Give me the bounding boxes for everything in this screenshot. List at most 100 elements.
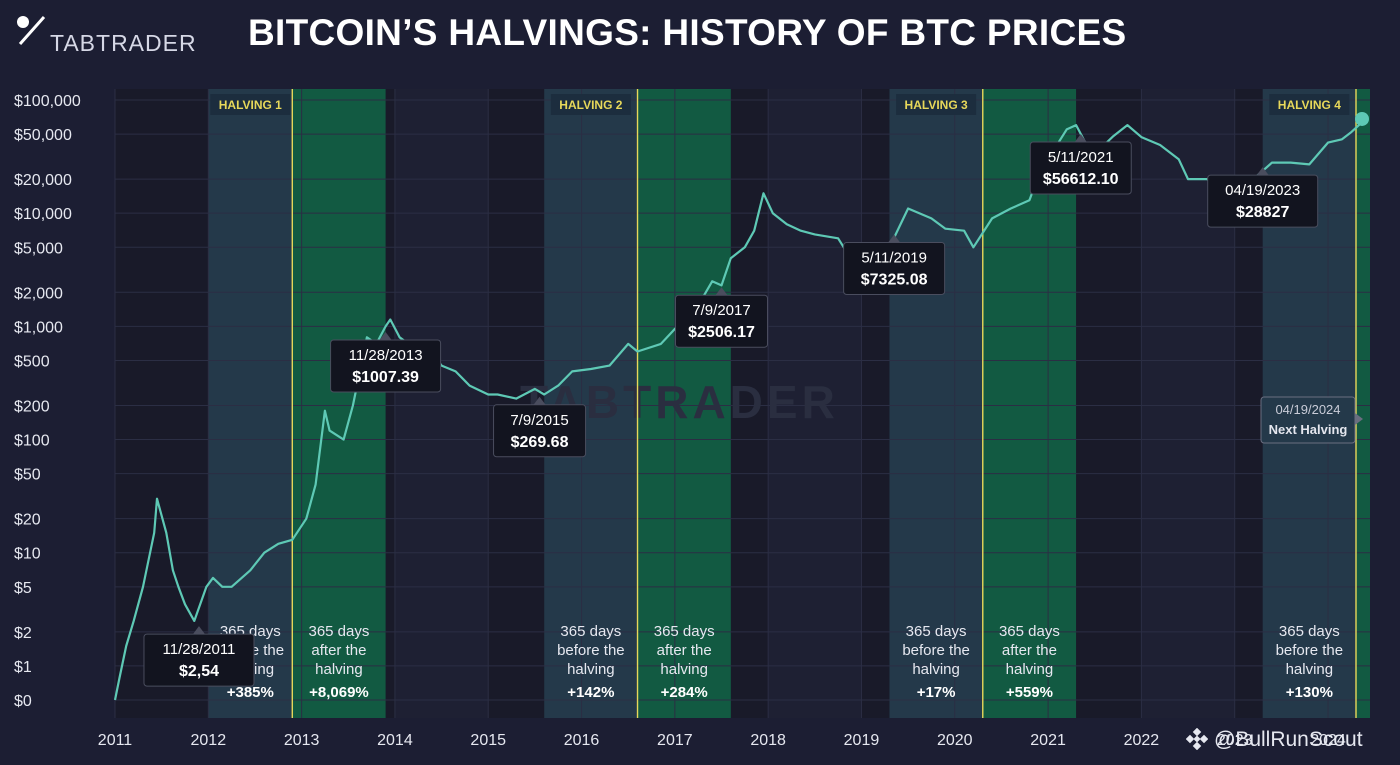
credit: @BullRunScout [1186,728,1363,751]
halving-label-box [210,94,291,115]
y-tick-label: $10 [14,546,41,563]
post-halving-text: after the [311,642,366,659]
y-tick-label: $50,000 [14,127,72,144]
callout-date: 04/19/2023 [1225,182,1300,199]
callout-box [1029,141,1132,195]
next-halving-pointer [1355,413,1364,425]
callout-box [143,633,255,687]
y-tick-label: $2 [14,625,32,642]
halving-label-box [896,94,977,115]
y-tick-label: $20 [14,512,41,529]
pre-halving-text: halving [912,661,960,678]
callout-date: 5/11/2021 [1048,149,1114,166]
price-callout: 5/11/2019 $7325.08 [843,234,946,295]
price-callout: 11/28/2011 $2,54 [143,626,255,687]
x-tick-label: 2019 [844,732,880,749]
x-tick-label: 2014 [377,732,413,749]
pre-halving-text: before the [557,642,625,659]
callout-box [330,339,442,393]
x-tick-label: 2024 [1310,732,1346,749]
y-tick-label: $0 [14,693,32,710]
post-halving-text: 365 days [654,623,715,640]
callout-date: 5/11/2019 [861,249,927,266]
callout-price: $1007.39 [352,369,419,386]
x-tick-label: 2013 [284,732,320,749]
halving-label-1: HALVING 1 [219,98,282,112]
next-halving-label: Next Halving [1269,422,1348,437]
current-price-dot [1355,111,1369,126]
halving-label-box [550,94,631,115]
pre-halving-text: 365 days [906,623,967,640]
tabtrader-logo: TABTRADER [14,14,196,56]
x-tick-label: 2020 [937,732,973,749]
callout-box [493,404,587,458]
year-column-shade [768,89,862,718]
callout-price: $2506.17 [688,324,755,341]
y-tick-label: $500 [14,353,50,370]
halving-label-2: HALVING 2 [559,98,622,112]
x-tick-label: 2018 [750,732,786,749]
price-callout: 11/28/2013 $1007.39 [330,332,442,393]
pre-halving-change: +385% [227,684,274,701]
post-halving-band-2 [637,89,731,718]
post-halving-change: +8,069% [309,684,369,701]
x-tick-label: 2017 [657,732,693,749]
callout-pointer [533,396,546,405]
price-callout: 7/9/2015 $269.68 [493,396,587,458]
pre-halving-text: halving [567,661,615,678]
pre-halving-change: +130% [1286,684,1333,701]
callout-pointer [1256,167,1269,176]
credit-handle: @BullRunScout [1214,728,1363,751]
callout-price: $28827 [1236,204,1289,221]
pre-halving-text: before the [1276,642,1344,659]
callout-price: $2,54 [179,663,219,680]
pre-halving-text: 365 days [1279,623,1340,640]
price-callout: 7/9/2017 $2506.17 [675,287,769,348]
post-halving-band-1 [292,89,386,718]
y-tick-label: $100 [14,433,50,450]
post-halving-text: 365 days [308,623,369,640]
y-tick-label: $100,000 [14,93,81,110]
post-halving-change: +559% [1006,684,1053,701]
pre-halving-text: halving [1286,661,1334,678]
callout-price: $269.68 [511,434,569,451]
callout-box [675,294,769,348]
halving-label-3: HALVING 3 [905,98,968,112]
post-halving-text: halving [1006,661,1054,678]
x-tick-label: 2022 [1124,732,1160,749]
pre-halving-band-2 [544,89,638,718]
callout-date: 11/28/2013 [349,347,423,364]
post-halving-band-4 [1356,89,1370,718]
post-halving-change: +284% [661,684,708,701]
callout-date: 11/28/2011 [163,641,236,658]
logo-icon [17,16,46,45]
pre-halving-text: before the [902,642,970,659]
post-halving-text: halving [315,661,363,678]
x-tick-label: 2021 [1030,732,1066,749]
pre-halving-change: +142% [567,684,614,701]
next-halving-date: 04/19/2024 [1275,402,1340,417]
callout-pointer [192,626,205,635]
callout-box [843,241,946,295]
x-tick-label: 2023 [1217,732,1253,749]
y-tick-label: $20,000 [14,172,72,189]
chart-title: BITCOIN’S HALVINGS: HISTORY OF BTC PRICE… [248,12,1127,53]
y-tick-label: $1 [14,659,32,676]
callout-pointer [888,234,901,243]
callout-pointer [379,332,392,341]
btc-price-line [113,118,1368,701]
y-tick-label: $10,000 [14,206,72,223]
post-halving-text: 365 days [999,623,1060,640]
y-tick-label: $5,000 [14,240,63,257]
pre-halving-change: +17% [917,684,956,701]
callout-box [1207,174,1319,228]
x-tick-label: 2011 [98,732,133,749]
x-tick-label: 2012 [191,732,227,749]
callout-date: 7/9/2017 [692,302,750,319]
binance-icon [1186,728,1208,750]
callout-pointer [715,287,728,296]
year-column-shade [394,89,489,718]
x-tick-label: 2016 [564,732,600,749]
halving-label-box [1269,94,1350,115]
